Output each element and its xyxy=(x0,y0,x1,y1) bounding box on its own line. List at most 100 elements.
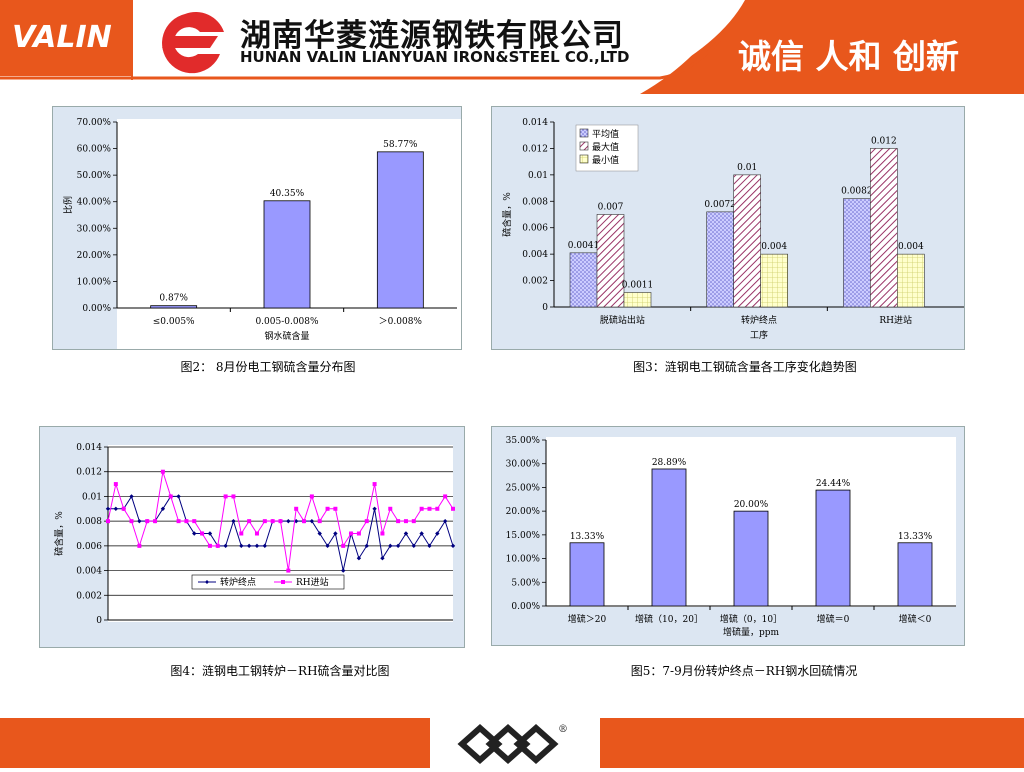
data-point xyxy=(419,506,424,511)
data-point xyxy=(372,506,377,511)
x-tick-label: 增硫＜0 xyxy=(899,613,932,625)
y-tick-label: 20.00% xyxy=(77,251,112,261)
y-axis-title: 硫含量，% xyxy=(501,192,513,237)
y-tick-label: 0.012 xyxy=(76,468,102,478)
data-point xyxy=(341,543,346,548)
y-tick-label: 10.00% xyxy=(506,555,541,565)
data-label: 0.004 xyxy=(898,242,924,252)
bar xyxy=(870,148,898,308)
data-point xyxy=(192,531,197,536)
fig4-panel: 0 0.002 0.004 0.006 0.008 0.01 0.012 0.014 硫含量，%… xyxy=(39,426,465,648)
x-tick-label: 转炉终点 xyxy=(741,314,777,326)
data-point xyxy=(129,494,134,499)
data-point xyxy=(403,519,408,524)
y-tick-label: 0.008 xyxy=(76,517,102,527)
legend-label: 最小值 xyxy=(592,154,619,166)
bar xyxy=(760,253,788,308)
legend-label: 最大值 xyxy=(592,141,619,153)
plot-area xyxy=(108,445,453,622)
x-axis-title: 钢水硫含量 xyxy=(264,330,309,342)
company-logo-icon xyxy=(162,12,224,74)
y-tick-label: 30.00% xyxy=(506,460,541,470)
y-tick-label: 60.00% xyxy=(77,145,112,155)
fig5-panel: 0.00% 5.00% 10.00% 15.00% 20.00% 25.00% 30.00%… xyxy=(491,426,965,646)
data-label: 24.44% xyxy=(816,479,851,489)
data-point xyxy=(145,519,150,524)
legend-box xyxy=(191,574,345,590)
y-tick-label: 10.00% xyxy=(77,277,112,287)
fig3-chart: 0 0.002 0.004 0.006 0.008 0.01 0.012 0.014 0.004… xyxy=(501,118,964,341)
bar xyxy=(623,292,652,308)
data-point xyxy=(231,494,236,499)
data-label: 0.004 xyxy=(761,242,787,252)
bar xyxy=(733,510,769,607)
x-tick-label: 增硫＝0 xyxy=(817,613,850,625)
y-tick-label: 0.004 xyxy=(76,567,102,577)
y-tick-label: 25.00% xyxy=(506,483,541,493)
y-tick-label: 0.006 xyxy=(76,542,102,552)
bar xyxy=(897,542,933,607)
data-point xyxy=(286,568,291,573)
data-label: 13.33% xyxy=(898,532,933,542)
x-tick-label: 增硫（10，20］ xyxy=(635,613,703,625)
x-tick-label: ≤0.005% xyxy=(153,317,195,327)
legend-marker xyxy=(281,580,285,584)
data-point xyxy=(270,519,275,524)
bar xyxy=(815,489,851,607)
data-point xyxy=(317,531,322,536)
legend-swatch xyxy=(579,128,589,138)
data-point xyxy=(349,531,354,536)
data-point xyxy=(302,519,307,524)
data-point xyxy=(207,543,212,548)
y-tick-label: 0.00% xyxy=(82,304,111,314)
data-point xyxy=(160,506,166,511)
legend-label: 平均值 xyxy=(592,128,619,140)
data-label: 0.012 xyxy=(871,136,897,146)
data-point xyxy=(325,506,330,511)
y-tick-label: 35.00% xyxy=(506,436,541,446)
data-label: 0.01 xyxy=(737,163,757,173)
bar xyxy=(263,200,311,309)
y-tick-label: 0.00% xyxy=(511,602,540,612)
y-tick-label: 0.014 xyxy=(76,443,102,453)
x-tick-label: 增硫（0，10］ xyxy=(720,613,782,625)
data-label: 0.0041 xyxy=(568,241,600,251)
data-point xyxy=(262,519,267,524)
fig3-panel: 0 0.002 0.004 0.006 0.008 0.01 0.012 0.014 0.004… xyxy=(491,106,965,350)
x-axis-title: 工序 xyxy=(750,329,768,341)
data-point xyxy=(278,519,283,524)
bar xyxy=(569,542,605,607)
y-tick-label: 0 xyxy=(96,616,102,626)
y-tick-label: 0.004 xyxy=(522,250,548,260)
y-tick-label: 0.014 xyxy=(522,118,548,128)
bar xyxy=(706,211,734,308)
y-tick-label: 0.002 xyxy=(76,591,102,601)
data-point xyxy=(215,543,220,548)
data-point xyxy=(129,519,134,524)
registered-mark: ® xyxy=(558,724,568,735)
data-point xyxy=(443,494,448,499)
data-point xyxy=(247,519,252,524)
data-point xyxy=(388,506,393,511)
bar xyxy=(733,174,761,308)
x-tick-label: RH进站 xyxy=(879,314,912,326)
data-point xyxy=(113,506,119,511)
data-point xyxy=(207,531,213,536)
data-point xyxy=(153,519,158,524)
bar xyxy=(569,252,598,308)
y-axis-title: 比例 xyxy=(62,196,74,214)
data-point xyxy=(380,531,385,536)
bar xyxy=(843,198,871,308)
data-point xyxy=(333,506,338,511)
data-point xyxy=(364,519,369,524)
data-label: 0.0072 xyxy=(704,200,736,210)
data-point xyxy=(356,531,361,536)
data-label: 0.0082 xyxy=(841,187,873,197)
data-point xyxy=(294,506,299,511)
data-point xyxy=(254,531,259,536)
y-tick-label: 70.00% xyxy=(77,118,112,128)
y-tick-label: 0 xyxy=(542,303,548,313)
fig5-caption: 图5：7-9月份转炉终点－RH钢水回硫情况 xyxy=(630,664,858,678)
data-point xyxy=(223,494,228,499)
data-point xyxy=(372,482,377,487)
